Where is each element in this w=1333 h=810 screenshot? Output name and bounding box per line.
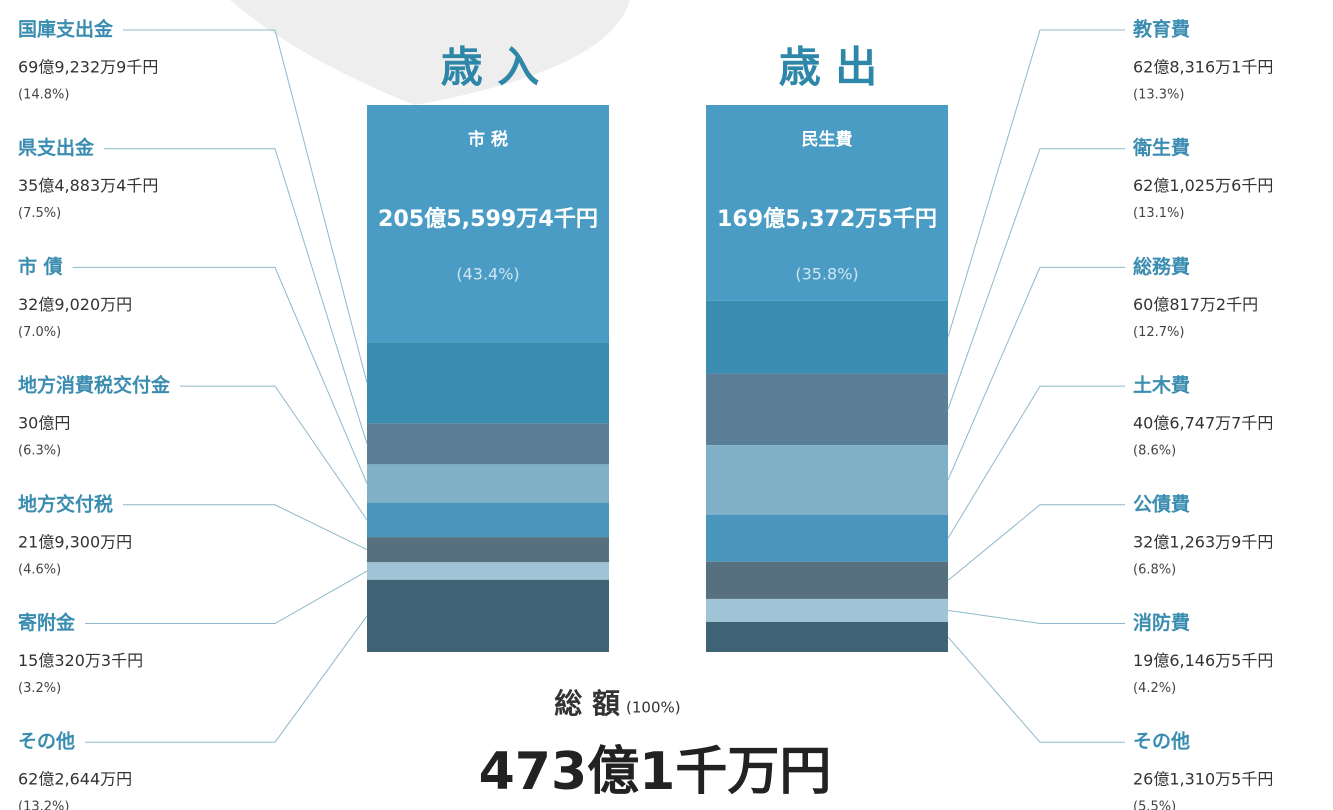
segment-label: 市 税 [468, 129, 508, 150]
bar-segment [367, 105, 609, 343]
chart-title: 歳 入 [441, 43, 540, 92]
label-percent: (3.2%) [18, 681, 61, 696]
bar-segment [706, 561, 948, 599]
label-percent: (4.6%) [18, 562, 61, 577]
bar-segment [367, 562, 609, 580]
label-amount: 62億1,025万6千円 [1133, 176, 1273, 195]
label-percent: (6.3%) [18, 444, 61, 459]
label-name: 土木費 [1133, 374, 1190, 397]
segment-label: 民生費 [802, 129, 853, 150]
label-amount: 62億8,316万1千円 [1133, 58, 1273, 77]
bar-segment [367, 342, 609, 424]
bar-segment [367, 579, 609, 652]
connector [947, 385, 1125, 539]
connector [947, 609, 1125, 624]
connector [85, 615, 368, 743]
connector [947, 504, 1125, 581]
label-name: 総務費 [1133, 255, 1190, 278]
total-percent: (100%) [626, 699, 681, 717]
total-amount: 473億1千万円 [479, 742, 832, 802]
bar-segment [706, 445, 948, 515]
bar-segment [706, 621, 948, 652]
label-percent: (4.2%) [1133, 681, 1176, 696]
connector [947, 29, 1125, 338]
label-name: 寄附金 [18, 611, 76, 634]
label-name: その他 [1133, 730, 1190, 753]
segment-percent: (43.4%) [456, 265, 519, 284]
label-name: 地方消費税交付金 [18, 374, 171, 397]
connector [947, 266, 1125, 481]
bar-segment [706, 598, 948, 622]
connector [180, 385, 368, 521]
label-amount: 69億9,232万9千円 [18, 58, 158, 77]
label-name: 衛生費 [1132, 136, 1190, 159]
label-percent: (8.6%) [1133, 444, 1176, 459]
label-name: 国庫支出金 [18, 18, 114, 41]
bar-segment [706, 514, 948, 562]
label-percent: (7.0%) [18, 325, 61, 340]
label-name: 教育費 [1133, 18, 1190, 41]
label-percent: (14.8%) [18, 88, 69, 103]
chart-title: 歳 出 [779, 43, 878, 92]
label-amount: 19億6,146万5千円 [1133, 651, 1273, 670]
label-name: 公債費 [1133, 492, 1190, 515]
connector [947, 636, 1125, 743]
label-name: 地方交付税 [18, 492, 113, 515]
segment-amount: 169億5,372万5千円 [717, 206, 937, 232]
label-percent: (13.3%) [1133, 88, 1184, 103]
label-percent: (13.2%) [18, 800, 69, 810]
bar-segment [367, 423, 609, 465]
decoration [230, 0, 630, 105]
label-amount: 35億4,883万4千円 [18, 176, 158, 195]
label-percent: (13.1%) [1133, 206, 1184, 221]
bar-segment [706, 373, 948, 446]
segment-amount: 205億5,599万4千円 [378, 206, 598, 232]
label-name: 県支出金 [18, 136, 95, 159]
total-label: 総 額 [554, 687, 620, 720]
label-amount: 62億2,644万円 [18, 770, 132, 789]
connector [123, 504, 368, 551]
label-name: 市 債 [18, 255, 63, 278]
bar-segment [706, 300, 948, 374]
label-amount: 26億1,310万5千円 [1133, 770, 1273, 789]
label-name: その他 [18, 730, 75, 753]
label-percent: (7.5%) [18, 206, 61, 221]
label-percent: (12.7%) [1133, 325, 1184, 340]
label-amount: 30億円 [18, 414, 70, 433]
label-amount: 40億6,747万7千円 [1133, 414, 1273, 433]
label-amount: 32億1,263万9千円 [1133, 532, 1273, 551]
label-amount: 32億9,020万円 [18, 295, 132, 314]
connector [947, 148, 1125, 410]
connector [104, 148, 368, 445]
bar-segment [706, 105, 948, 301]
bar-segment [367, 464, 609, 503]
label-amount: 60億817万2千円 [1133, 295, 1258, 314]
label-amount: 21億9,300万円 [18, 532, 132, 551]
bar-segment [367, 502, 609, 538]
label-percent: (6.8%) [1133, 562, 1176, 577]
connector [123, 29, 368, 384]
label-amount: 15億320万3千円 [18, 651, 143, 670]
connector [85, 570, 368, 624]
connector [72, 266, 368, 484]
segment-percent: (35.8%) [795, 265, 858, 284]
label-percent: (5.5%) [1133, 800, 1176, 810]
label-name: 消防費 [1133, 611, 1190, 634]
bar-segment [367, 537, 609, 563]
